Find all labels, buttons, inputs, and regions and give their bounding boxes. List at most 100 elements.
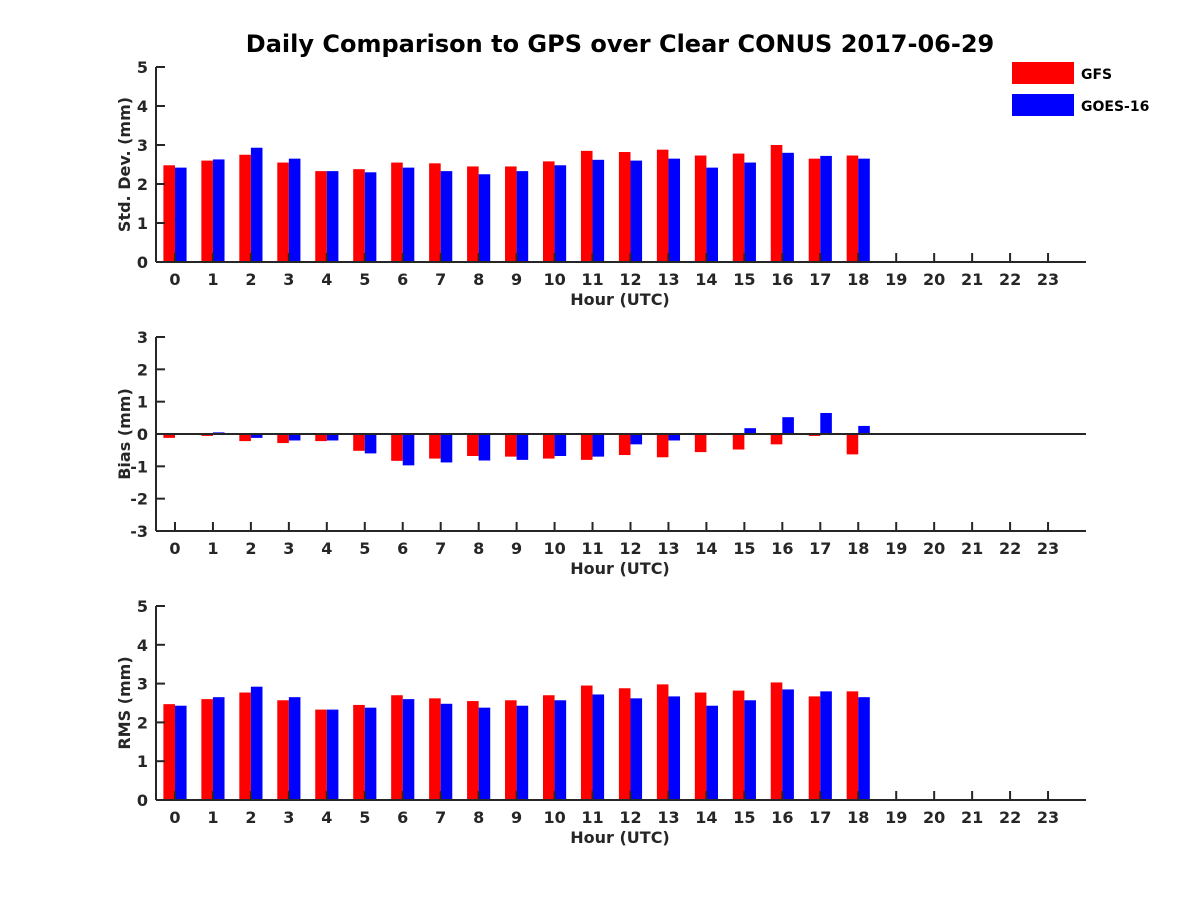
bar-gfs-7: [429, 698, 441, 800]
x-tick-label: 19: [885, 808, 907, 827]
bar-goes-16-14: [706, 167, 718, 262]
x-tick-label: 9: [511, 270, 522, 289]
legend-label: GOES-16: [1081, 99, 1149, 115]
bar-goes-16-9: [516, 171, 529, 262]
bar-gfs-13: [656, 434, 669, 458]
bar-goes-16-2: [250, 147, 263, 262]
x-tick-label: 20: [923, 270, 945, 289]
bar-gfs-2: [239, 692, 251, 800]
y-tick-label: 0: [137, 791, 148, 810]
bar-gfs-8: [467, 701, 479, 800]
x-tick-label: 12: [619, 808, 641, 827]
bar-gfs-18: [846, 691, 859, 800]
bar-goes-16-17: [820, 155, 832, 262]
x-tick-label: 0: [169, 808, 180, 827]
x-tick-label: 11: [581, 808, 603, 827]
bar-gfs-2: [239, 434, 251, 442]
bar-gfs-9: [505, 700, 517, 800]
bar-gfs-9: [505, 166, 517, 262]
x-tick-label: 20: [923, 808, 945, 827]
y-tick-label: 3: [137, 328, 148, 347]
x-tick-label: 2: [245, 539, 256, 558]
bar-gfs-6: [391, 695, 403, 800]
y-axis-label: Bias (mm): [115, 388, 134, 480]
x-axis-label: Hour (UTC): [570, 559, 670, 578]
x-tick-label: 6: [397, 270, 408, 289]
y-tick-label: -2: [130, 490, 148, 509]
x-tick-label: 15: [733, 539, 755, 558]
bar-gfs-17: [808, 696, 821, 800]
chart-title: Daily Comparison to GPS over Clear CONUS…: [245, 30, 995, 58]
x-tick-label: 5: [359, 539, 370, 558]
x-tick-label: 16: [771, 808, 793, 827]
y-tick-label: 3: [137, 675, 148, 694]
bar-gfs-6: [391, 434, 403, 461]
x-tick-label: 21: [961, 808, 983, 827]
bar-goes-16-0: [174, 167, 187, 262]
bar-gfs-10: [542, 161, 555, 262]
x-tick-label: 17: [809, 270, 831, 289]
bar-goes-16-16: [782, 689, 794, 800]
bar-goes-16-0: [174, 705, 187, 800]
x-tick-label: 13: [657, 270, 679, 289]
x-tick-label: 7: [435, 808, 446, 827]
y-tick-label: 5: [137, 58, 148, 77]
bar-goes-16-3: [288, 434, 301, 441]
bar-gfs-11: [580, 150, 593, 262]
x-tick-label: 13: [657, 808, 679, 827]
bar-goes-16-6: [402, 434, 415, 466]
x-tick-label: 0: [169, 270, 180, 289]
x-tick-label: 6: [397, 808, 408, 827]
legend-swatch-gfs: [1012, 62, 1074, 84]
x-tick-label: 2: [245, 270, 256, 289]
x-tick-label: 23: [1037, 808, 1059, 827]
bar-goes-16-15: [744, 428, 756, 434]
bar-goes-16-8: [478, 707, 491, 800]
y-axis-label: RMS (mm): [115, 656, 134, 749]
y-tick-label: 4: [137, 97, 148, 116]
y-tick-label: 1: [137, 393, 148, 412]
x-tick-label: 3: [283, 808, 294, 827]
bar-goes-16-11: [592, 159, 605, 262]
bar-gfs-9: [505, 434, 517, 457]
bar-gfs-15: [732, 153, 745, 262]
bar-gfs-13: [656, 684, 669, 800]
bar-goes-16-4: [326, 709, 339, 800]
bar-goes-16-14: [706, 705, 718, 800]
x-tick-label: 22: [999, 808, 1021, 827]
bar-gfs-14: [694, 434, 707, 453]
x-tick-label: 10: [543, 270, 565, 289]
x-tick-label: 13: [657, 539, 679, 558]
x-tick-label: 1: [207, 808, 218, 827]
x-tick-label: 1: [207, 539, 218, 558]
bar-gfs-0: [163, 165, 175, 262]
bar-goes-16-8: [478, 434, 491, 461]
bar-goes-16-18: [858, 697, 870, 800]
bar-goes-16-6: [402, 167, 415, 262]
bar-goes-16-2: [250, 686, 263, 800]
x-tick-label: 19: [885, 270, 907, 289]
x-tick-label: 6: [397, 539, 408, 558]
bar-goes-16-15: [744, 162, 756, 262]
x-tick-label: 17: [809, 539, 831, 558]
bar-goes-16-17: [820, 412, 832, 434]
bar-goes-16-16: [782, 152, 794, 262]
bar-goes-16-10: [554, 434, 567, 456]
x-axis-label: Hour (UTC): [570, 290, 670, 309]
x-tick-label: 20: [923, 539, 945, 558]
bar-gfs-1: [201, 699, 213, 800]
x-tick-label: 7: [435, 539, 446, 558]
y-tick-label: 3: [137, 136, 148, 155]
bar-gfs-8: [467, 166, 479, 262]
bar-goes-16-12: [630, 434, 643, 445]
bar-gfs-15: [732, 690, 745, 800]
x-tick-label: 16: [771, 270, 793, 289]
y-tick-label: 5: [137, 597, 148, 616]
x-tick-label: 8: [473, 808, 484, 827]
bar-goes-16-10: [554, 165, 567, 262]
bar-goes-16-16: [782, 417, 794, 434]
